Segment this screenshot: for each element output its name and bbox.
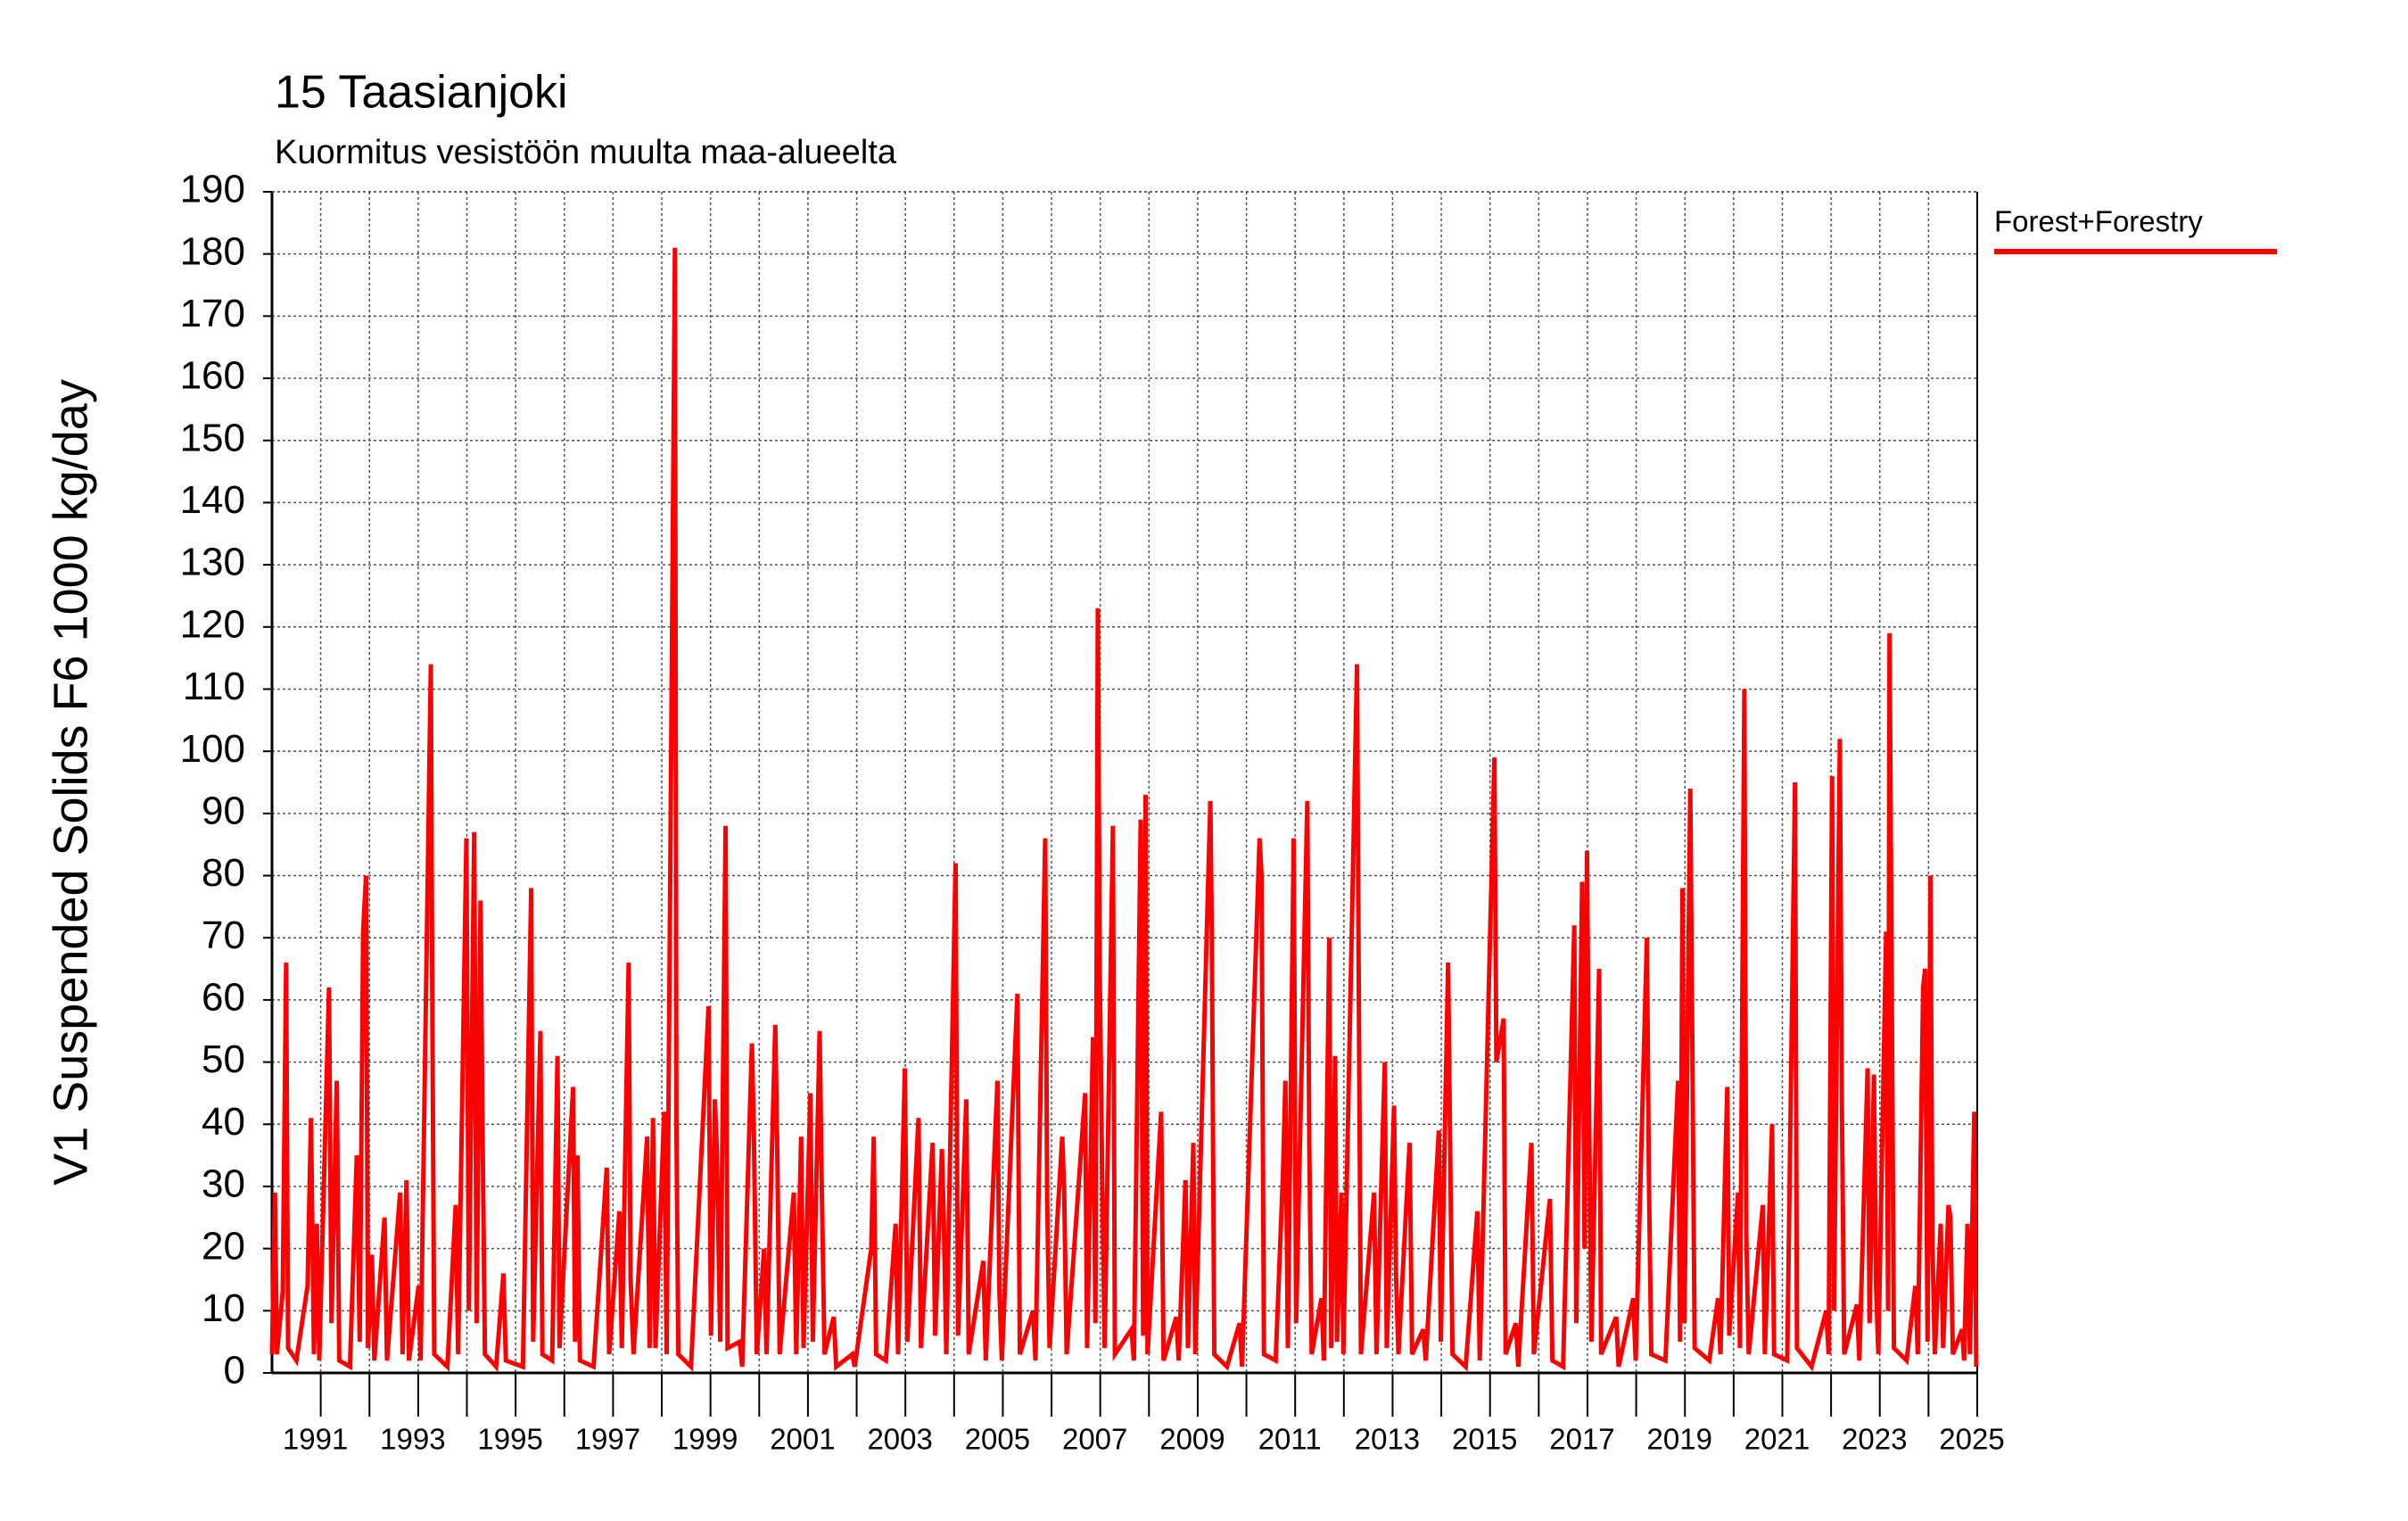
y-tick-label: 50: [202, 1037, 245, 1081]
y-tick-label: 100: [180, 727, 245, 771]
y-tick-label: 0: [224, 1349, 245, 1393]
y-tick-label: 140: [180, 478, 245, 522]
y-tick-label: 110: [183, 665, 245, 708]
x-tick-label: 1997: [575, 1423, 640, 1456]
y-tick-label: 120: [180, 602, 245, 646]
x-tick-label: 2007: [1062, 1423, 1127, 1456]
y-tick-label: 190: [180, 168, 245, 211]
y-tick-label: 130: [180, 541, 245, 584]
x-tick-label: 2015: [1452, 1423, 1517, 1456]
x-tick-label: 2001: [770, 1423, 835, 1456]
y-tick-label: 90: [202, 789, 245, 832]
x-tick-label: 1993: [380, 1423, 445, 1456]
y-tick-label: 10: [202, 1286, 245, 1330]
y-tick-label: 160: [180, 354, 245, 398]
x-tick-label: 2019: [1647, 1423, 1712, 1456]
x-tick-label: 2013: [1355, 1423, 1420, 1456]
y-tick-label: 180: [180, 229, 245, 273]
chart-title: 15 Taasianjoki: [275, 67, 568, 119]
y-tick-label: 80: [202, 851, 245, 895]
x-tick-label: 2025: [1939, 1423, 2004, 1456]
x-tick-label: 2023: [1842, 1423, 1907, 1456]
y-tick-label: 30: [202, 1162, 245, 1206]
y-tick-label: 20: [202, 1224, 245, 1268]
x-tick-label: 2011: [1258, 1423, 1322, 1456]
y-axis-label: V1 Suspended Solids F6 1000 kg/day: [44, 379, 97, 1186]
y-tick-label: 170: [180, 292, 245, 335]
x-tick-label: 2005: [965, 1423, 1030, 1456]
y-tick-label: 60: [202, 976, 245, 1020]
legend-label: Forest+Forestry: [1994, 205, 2203, 238]
chart-subtitle: Kuormitus vesistöön muulta maa-alueelta: [275, 134, 897, 171]
y-tick-label: 150: [180, 416, 245, 459]
x-tick-label: 2017: [1549, 1423, 1614, 1456]
y-tick-label: 70: [202, 913, 245, 957]
x-tick-label: 1999: [672, 1423, 738, 1456]
x-tick-label: 2009: [1159, 1423, 1225, 1456]
data-line: [269, 247, 1979, 1373]
x-tick-label: 1995: [477, 1423, 542, 1456]
x-tick-label: 2003: [867, 1423, 932, 1456]
x-tick-label: 1991: [283, 1423, 348, 1456]
y-tick-label: 40: [202, 1100, 245, 1144]
x-tick-label: 2021: [1744, 1423, 1810, 1456]
